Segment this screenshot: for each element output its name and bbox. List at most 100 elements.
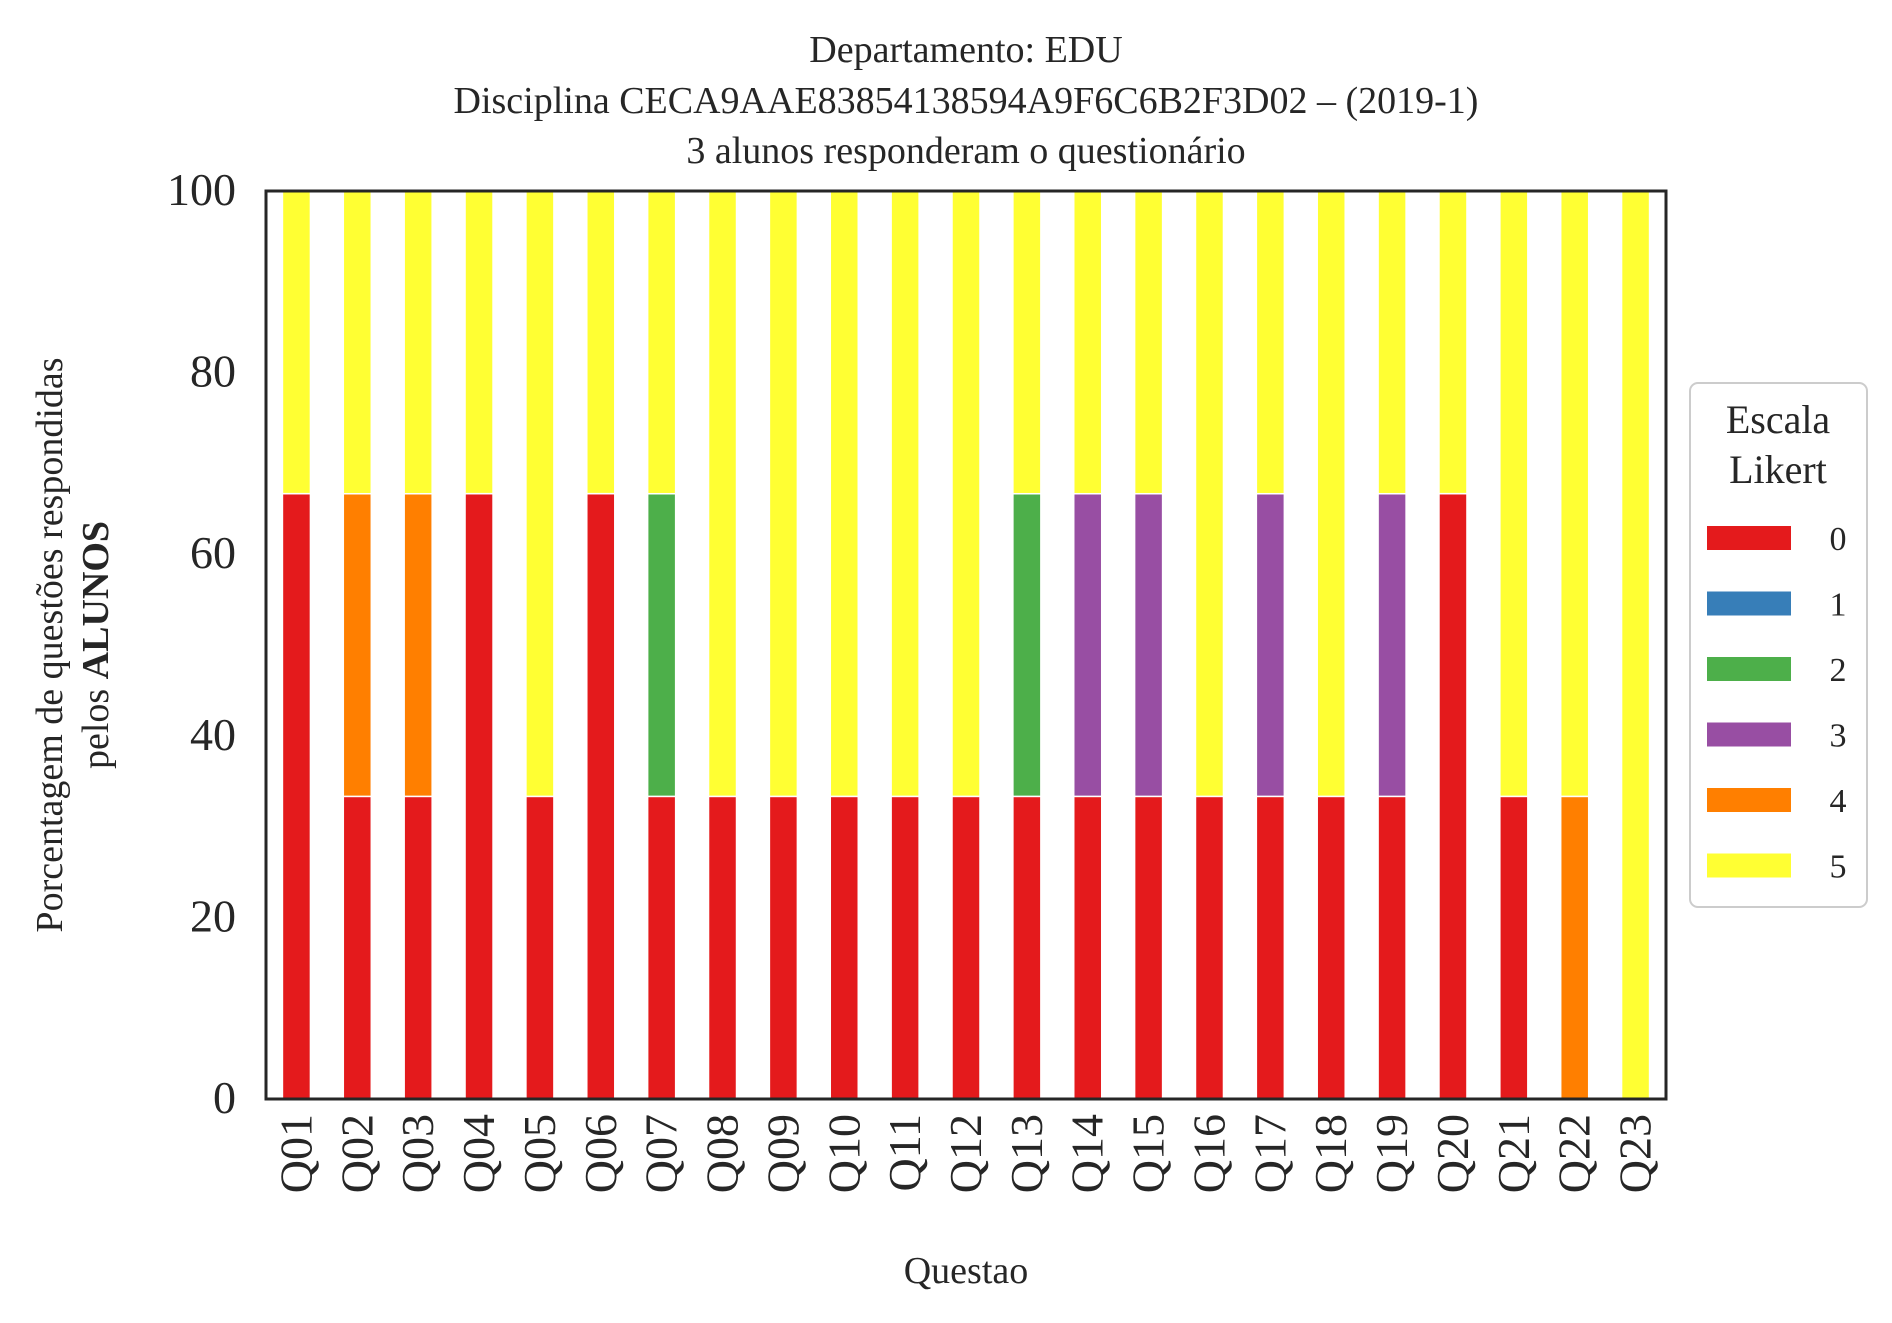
legend-title-line-1: Escala [1726,397,1831,442]
legend-label-1: 1 [1830,587,1847,624]
bar-q16-likert-5 [1194,190,1225,798]
bar-q20-likert-0 [1438,492,1468,1100]
chart-title-line-1: Departamento: EDU [809,29,1122,71]
bars-layer [281,190,1651,1100]
y-tick-label: 80 [190,346,236,397]
bar-q19-likert-0 [1377,795,1407,1100]
x-tick-label: Q15 [1123,1114,1174,1193]
bar-q17-likert-3 [1255,492,1286,798]
bar-q22-likert-5 [1559,190,1590,798]
x-tick-label: Q11 [879,1114,930,1192]
bar-q05-likert-5 [525,190,555,798]
bar-q16-likert-0 [1194,795,1225,1100]
x-tick-label: Q22 [1549,1114,1600,1193]
chart-title-line-2: Disciplina CECA9AAE83854138594A9F6C6B2F3… [454,80,1479,122]
bar-q04-likert-0 [464,492,494,1100]
bar-q08-likert-5 [707,190,738,798]
bar-q13-likert-5 [1012,190,1042,495]
bar-q17-likert-5 [1255,190,1286,495]
y-tick-label: 20 [190,890,236,941]
bar-q22-likert-4 [1559,795,1590,1100]
bar-q21-likert-5 [1499,190,1529,798]
x-ticks: Q01 Q02 Q03 Q04 Q05 Q06 Q07 Q08 Q09 Q10 Q11 Q12 Q13 Q… [270,1114,1660,1193]
bar-q03-likert-4 [403,492,433,798]
y-axis-label-line-2: pelos ALUNOS [75,521,117,769]
bar-q01-likert-0 [281,492,312,1100]
bar-q09-likert-5 [768,190,799,798]
y-tick-label: 100 [167,164,236,215]
x-axis-label: Questao [904,1250,1029,1292]
y-axis-label-prefix: pelos [75,679,117,769]
x-tick-label: Q04 [453,1114,504,1193]
bar-q06-likert-0 [586,492,616,1100]
legend-label-3: 3 [1830,718,1847,755]
bar-q19-likert-3 [1377,492,1407,798]
bar-q12-likert-0 [951,795,981,1100]
legend-swatch-3 [1707,722,1791,747]
legend-swatch-1 [1707,591,1791,616]
plot-frame [264,189,1668,1101]
bar-q03-likert-5 [403,190,433,495]
x-tick-label: Q18 [1305,1114,1356,1193]
chart-title-line-3: 3 alunos responderam o questionário [686,130,1245,172]
y-axis-label-bold: ALUNOS [75,521,117,679]
bar-q17-likert-0 [1255,795,1286,1100]
bar-q12-likert-5 [951,190,981,798]
bar-q23-likert-5 [1620,190,1651,1100]
legend-swatch-4 [1707,788,1791,812]
bar-q15-likert-5 [1133,190,1164,495]
x-tick-label: Q14 [1062,1114,1113,1193]
bar-q20-likert-5 [1438,190,1468,495]
x-tick-label: Q21 [1488,1114,1539,1193]
y-tick-label: 0 [213,1072,236,1123]
y-ticks: 0 20 40 60 80 100 [167,164,236,1123]
legend-swatch-5 [1707,853,1791,878]
bar-q01-likert-5 [281,190,312,495]
x-tick-label: Q03 [392,1114,443,1193]
bar-q11-likert-5 [890,190,920,798]
bar-q11-likert-0 [890,795,920,1100]
x-tick-label: Q02 [331,1114,382,1193]
legend-label-4: 4 [1830,783,1847,820]
bar-q10-likert-5 [829,190,860,798]
bar-q04-likert-5 [464,190,494,495]
bar-q07-likert-5 [646,190,677,495]
bar-q09-likert-0 [768,795,799,1100]
legend-swatch-2 [1707,657,1791,681]
x-tick-label: Q08 [697,1114,748,1193]
legend-label-2: 2 [1830,652,1847,689]
bar-q10-likert-0 [829,795,860,1100]
x-tick-label: Q19 [1366,1114,1417,1193]
x-tick-label: Q05 [514,1114,565,1193]
bar-q19-likert-5 [1377,190,1407,495]
x-tick-label: Q13 [1001,1114,1052,1193]
x-tick-label: Q20 [1427,1114,1478,1193]
legend-items: 0 1 2 3 4 5 [1707,521,1847,886]
x-tick-label: Q16 [1183,1114,1234,1193]
legend-title-line-2: Likert [1729,447,1827,492]
bar-q07-likert-0 [646,795,677,1100]
x-tick-label: Q01 [270,1114,321,1193]
bar-q02-likert-0 [342,795,373,1100]
x-tick-label: Q07 [636,1114,687,1193]
bar-q02-likert-5 [342,190,373,495]
bar-q14-likert-0 [1072,795,1103,1100]
bar-q14-likert-3 [1072,492,1103,798]
bar-q06-likert-5 [586,190,616,495]
legend-swatch-0 [1707,526,1791,550]
bar-q13-likert-0 [1012,795,1042,1100]
bar-q13-likert-2 [1012,492,1042,798]
x-tick-label: Q09 [757,1114,808,1193]
legend: Escala Likert 0 1 2 3 4 5 [1689,382,1868,908]
legend-label-0: 0 [1830,521,1847,558]
bar-q15-likert-3 [1133,492,1164,798]
x-tick-label: Q10 [818,1114,869,1193]
bar-q02-likert-4 [342,492,373,798]
bar-q21-likert-0 [1499,795,1529,1100]
y-axis-label-line-1: Porcentagem de questões respondidas [29,357,71,932]
bar-q07-likert-2 [646,492,677,798]
legend-label-5: 5 [1830,849,1847,886]
x-tick-label: Q06 [575,1114,626,1193]
bar-q05-likert-0 [525,795,555,1100]
